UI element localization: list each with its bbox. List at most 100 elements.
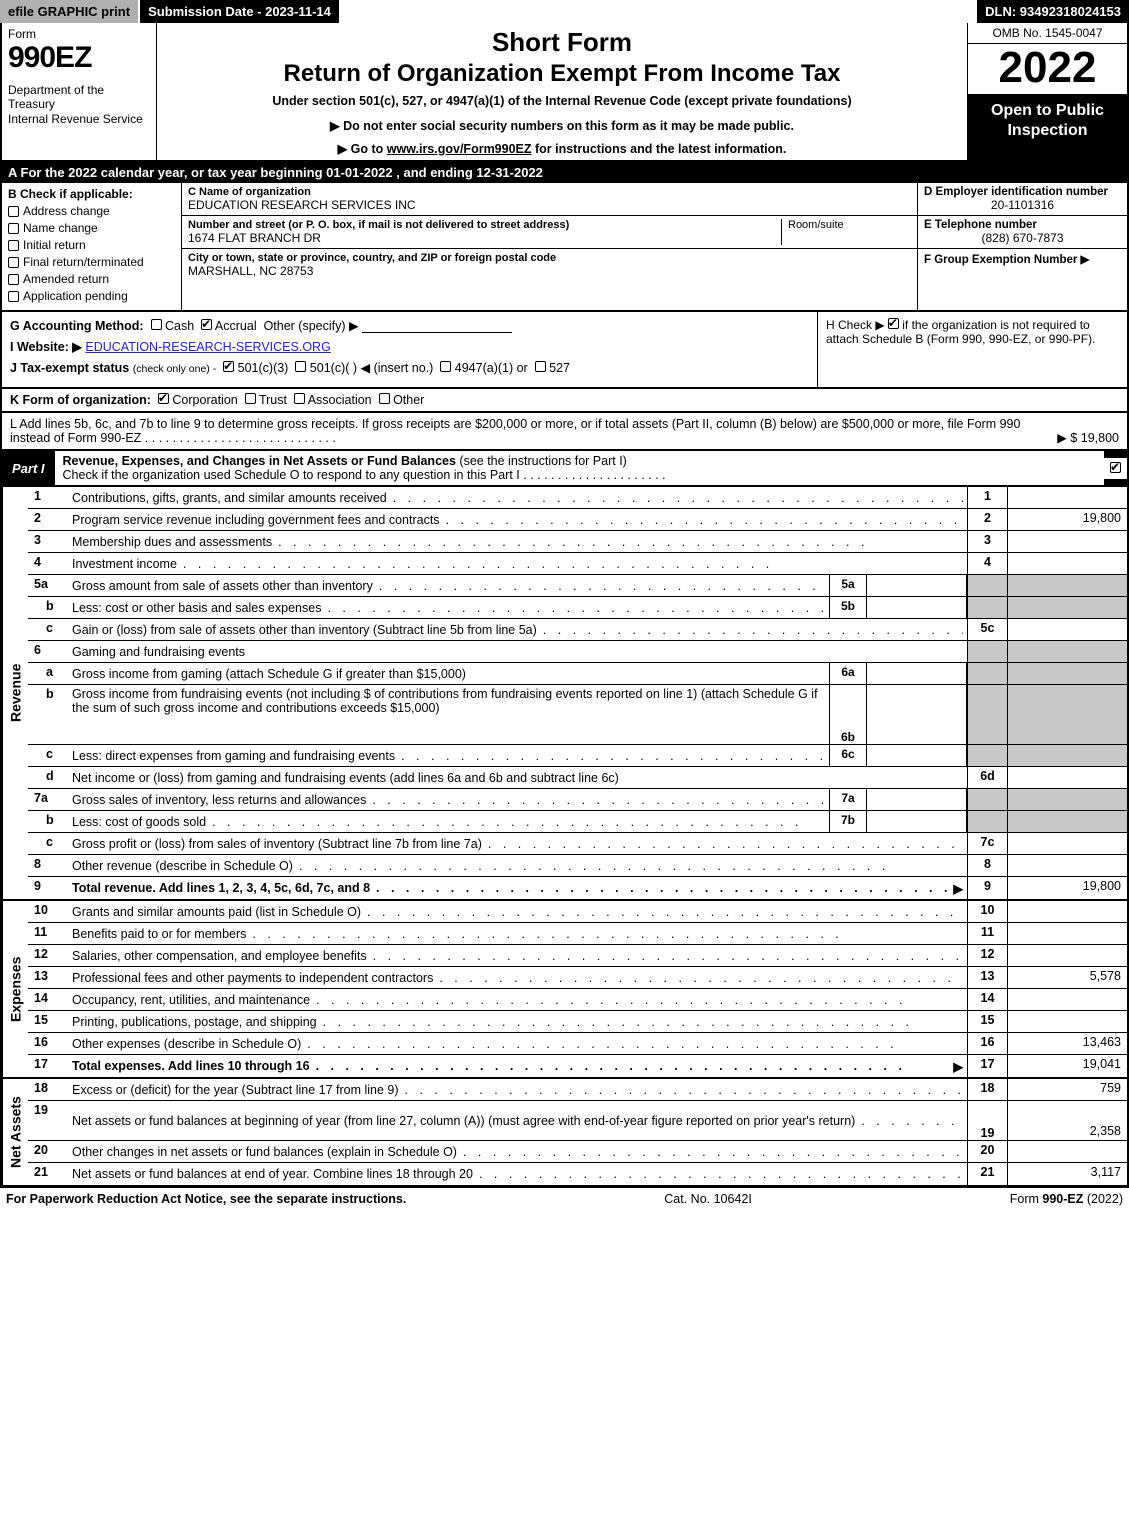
part-i-title: Revenue, Expenses, and Changes in Net As… (55, 451, 1104, 485)
chk-application-pending[interactable]: Application pending (8, 289, 175, 303)
col-b-header: B Check if applicable: (8, 187, 175, 201)
goto-link-line: ▶ Go to www.irs.gov/Form990EZ for instru… (165, 141, 959, 156)
city-row: City or town, state or province, country… (182, 249, 917, 281)
h-pre: H Check ▶ (826, 318, 888, 332)
irs-link[interactable]: www.irs.gov/Form990EZ (387, 142, 532, 156)
city-value: MARSHALL, NC 28753 (188, 264, 911, 278)
row-i-website: I Website: ▶ EDUCATION-RESEARCH-SERVICES… (10, 339, 809, 354)
checkbox-icon[interactable] (295, 361, 306, 372)
row-k-form-org: K Form of organization: Corporation Trus… (0, 389, 1129, 413)
j-501c3: 501(c)(3) (238, 361, 289, 375)
spacer (341, 0, 977, 23)
l-amount: ▶ $ 19,800 (1057, 430, 1119, 445)
line-21: 21 Net assets or fund balances at end of… (28, 1163, 1127, 1185)
g-accrual: Accrual (215, 319, 257, 333)
line-6c: c Less: direct expenses from gaming and … (28, 745, 1127, 767)
omb-number: OMB No. 1545-0047 (968, 23, 1127, 44)
line-3: 3 Membership dues and assessments. . . .… (28, 531, 1127, 553)
k-assoc: Association (308, 393, 372, 407)
g-other: Other (specify) ▶ (264, 319, 359, 333)
k-trust: Trust (259, 393, 287, 407)
checkbox-icon[interactable] (294, 393, 305, 404)
row-g-accounting: G Accounting Method: Cash Accrual Other … (10, 318, 809, 333)
city-label: City or town, state or province, country… (188, 252, 911, 264)
line-14: 14 Occupancy, rent, utilities, and maint… (28, 989, 1127, 1011)
header-left: Form 990EZ Department of the Treasury In… (2, 23, 157, 160)
block-bcdef: B Check if applicable: Address change Na… (0, 183, 1129, 312)
checkbox-icon[interactable] (440, 361, 451, 372)
checkbox-icon[interactable] (151, 319, 162, 330)
top-bar: efile GRAPHIC print Submission Date - 20… (0, 0, 1129, 23)
checkbox-icon[interactable] (201, 319, 212, 330)
checkbox-icon[interactable] (223, 361, 234, 372)
net-assets-body: 18 Excess or (deficit) for the year (Sub… (28, 1079, 1127, 1185)
footer-left: For Paperwork Reduction Act Notice, see … (6, 1192, 406, 1206)
part-i-checkbox[interactable] (1104, 458, 1127, 479)
ein-label: D Employer identification number (924, 186, 1121, 198)
chk-initial-return[interactable]: Initial return (8, 238, 175, 252)
k-other: Other (393, 393, 424, 407)
k-corp: Corporation (172, 393, 237, 407)
tax-year: 2022 (968, 44, 1127, 95)
website-link[interactable]: EDUCATION-RESEARCH-SERVICES.ORG (85, 340, 330, 354)
chk-name-change[interactable]: Name change (8, 221, 175, 235)
underline (362, 319, 512, 333)
row-a-tax-year: A For the 2022 calendar year, or tax yea… (0, 162, 1129, 183)
j-note: (check only one) - (133, 363, 216, 375)
line-6: 6 Gaming and fundraising events (28, 641, 1127, 663)
footer-mid: Cat. No. 10642I (664, 1192, 752, 1206)
group-exemption-label: F Group Exemption Number ▶ (924, 252, 1121, 266)
line-17: 17 Total expenses. Add lines 10 through … (28, 1055, 1127, 1077)
checkbox-icon[interactable] (158, 393, 169, 404)
part-i-header: Part I Revenue, Expenses, and Changes in… (0, 451, 1129, 487)
row-l-gross-receipts: L Add lines 5b, 6c, and 7b to line 9 to … (0, 413, 1129, 451)
dots: . . . . . . . . . . . . . . . . . . . . … (523, 468, 665, 482)
department: Department of the Treasury Internal Reve… (8, 83, 150, 126)
org-name-value: EDUCATION RESEARCH SERVICES INC (188, 198, 911, 212)
checkbox-icon (8, 291, 19, 302)
j-4947: 4947(a)(1) or (455, 361, 528, 375)
checkbox-icon[interactable] (379, 393, 390, 404)
line-15: 15 Printing, publications, postage, and … (28, 1011, 1127, 1033)
checkbox-icon (8, 274, 19, 285)
checkbox-icon[interactable] (245, 393, 256, 404)
line-12: 12 Salaries, other compensation, and emp… (28, 945, 1127, 967)
checkbox-icon (8, 206, 19, 217)
short-form: Short Form (165, 27, 959, 58)
line-5a: 5a Gross amount from sale of assets othe… (28, 575, 1127, 597)
chk-address-change[interactable]: Address change (8, 204, 175, 218)
line-7b: b Less: cost of goods sold. . . . . . . … (28, 811, 1127, 833)
line-19: 19 Net assets or fund balances at beginn… (28, 1101, 1127, 1141)
open-public: Open to Public Inspection (968, 95, 1127, 160)
col-def: D Employer identification number 20-1101… (917, 183, 1127, 310)
expenses-body: 10 Grants and similar amounts paid (list… (28, 901, 1127, 1077)
goto-pre: ▶ Go to (338, 142, 387, 156)
dots: . . . . . . . . . . . . . . . . . . . . … (145, 431, 336, 445)
room-suite: Room/suite (781, 219, 911, 245)
line-7a: 7a Gross sales of inventory, less return… (28, 789, 1127, 811)
line-16: 16 Other expenses (describe in Schedule … (28, 1033, 1127, 1055)
warning-ssn: ▶ Do not enter social security numbers o… (165, 118, 959, 133)
block-ghij: G Accounting Method: Cash Accrual Other … (0, 312, 1129, 389)
efile-label: efile GRAPHIC print (0, 0, 140, 23)
form-header: Form 990EZ Department of the Treasury In… (0, 23, 1129, 162)
footer-right: Form 990-EZ (2022) (1010, 1192, 1123, 1206)
line-5c: c Gain or (loss) from sale of assets oth… (28, 619, 1127, 641)
line-8: 8 Other revenue (describe in Schedule O)… (28, 855, 1127, 877)
revenue-tab: Revenue (2, 487, 28, 899)
checkbox-icon (1110, 462, 1121, 473)
col-c-org-info: C Name of organization EDUCATION RESEARC… (182, 183, 917, 310)
l-amt-label: ▶ $ (1057, 431, 1081, 445)
line-6b: b Gross income from fundraising events (… (28, 685, 1127, 745)
form-title: Return of Organization Exempt From Incom… (165, 60, 959, 88)
checkbox-icon[interactable] (535, 361, 546, 372)
chk-final-return[interactable]: Final return/terminated (8, 255, 175, 269)
checkbox-icon (8, 257, 19, 268)
j-label: J Tax-exempt status (10, 361, 129, 375)
line-5b: b Less: cost or other basis and sales ex… (28, 597, 1127, 619)
checkbox-icon[interactable] (888, 318, 899, 329)
chk-amended-return[interactable]: Amended return (8, 272, 175, 286)
row-j-tax-exempt: J Tax-exempt status (check only one) - 5… (10, 360, 809, 375)
group-exemption-row: F Group Exemption Number ▶ (918, 249, 1127, 310)
street-value: 1674 FLAT BRANCH DR (188, 231, 775, 245)
